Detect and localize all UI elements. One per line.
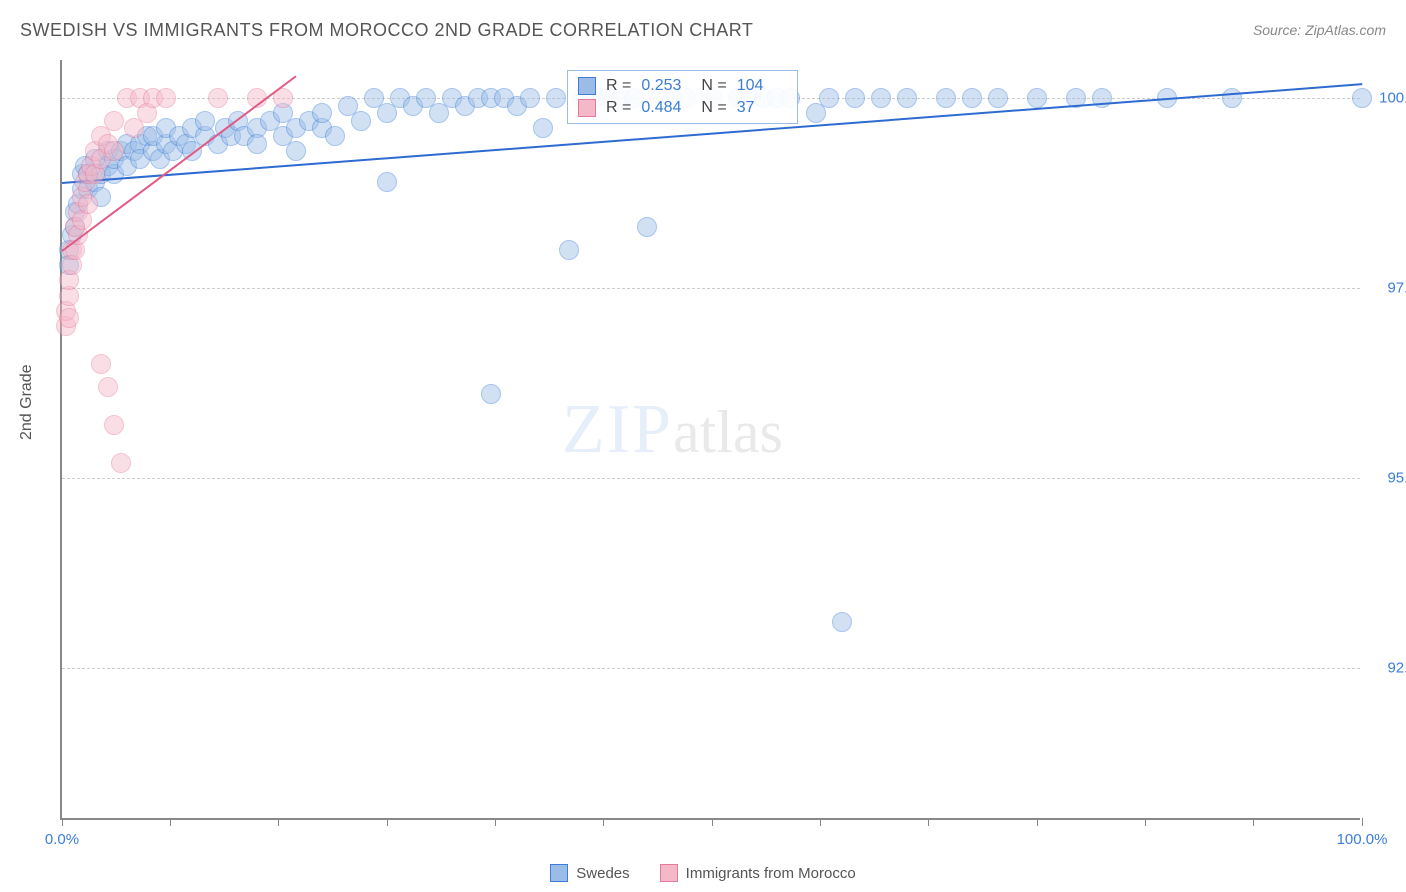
data-point bbox=[91, 354, 111, 374]
data-point bbox=[897, 88, 917, 108]
data-point bbox=[533, 118, 553, 138]
x-tick bbox=[495, 818, 496, 826]
x-tick bbox=[278, 818, 279, 826]
page-title: SWEDISH VS IMMIGRANTS FROM MOROCCO 2ND G… bbox=[20, 20, 753, 41]
y-tick-label: 100.0% bbox=[1370, 90, 1406, 107]
data-point bbox=[1222, 88, 1242, 108]
stats-box: R = 0.253 N = 104 R = 0.484 N = 37 bbox=[567, 70, 798, 124]
data-point bbox=[520, 88, 540, 108]
stats-row: R = 0.484 N = 37 bbox=[578, 99, 787, 117]
x-tick bbox=[603, 818, 604, 826]
data-point bbox=[1352, 88, 1372, 108]
series-swatch bbox=[578, 77, 596, 95]
x-tick bbox=[1362, 818, 1363, 826]
y-axis-label: 2nd Grade bbox=[18, 364, 36, 440]
data-point bbox=[871, 88, 891, 108]
data-point bbox=[104, 415, 124, 435]
data-point bbox=[59, 308, 79, 328]
data-point bbox=[637, 217, 657, 237]
data-point bbox=[78, 194, 98, 214]
legend-label: Immigrants from Morocco bbox=[686, 865, 856, 882]
y-tick-label: 95.0% bbox=[1370, 470, 1406, 487]
data-point bbox=[286, 141, 306, 161]
x-tick bbox=[1253, 818, 1254, 826]
stats-row: R = 0.253 N = 104 bbox=[578, 77, 787, 95]
y-tick-label: 97.5% bbox=[1370, 280, 1406, 297]
gridline bbox=[62, 478, 1360, 479]
data-point bbox=[481, 384, 501, 404]
stat-r-label: R = bbox=[606, 99, 631, 117]
x-tick bbox=[1145, 818, 1146, 826]
data-point bbox=[98, 377, 118, 397]
stat-n-value: 104 bbox=[737, 77, 787, 95]
data-point bbox=[377, 172, 397, 192]
stat-n-label: N = bbox=[701, 99, 726, 117]
legend-label: Swedes bbox=[576, 865, 629, 882]
data-point bbox=[936, 88, 956, 108]
legend-item: Immigrants from Morocco bbox=[660, 864, 856, 882]
stat-n-value: 37 bbox=[737, 99, 787, 117]
legend: Swedes Immigrants from Morocco bbox=[0, 864, 1406, 882]
stat-r-value: 0.484 bbox=[641, 99, 691, 117]
data-point bbox=[104, 111, 124, 131]
legend-swatch bbox=[660, 864, 678, 882]
series-swatch bbox=[578, 99, 596, 117]
stat-r-value: 0.253 bbox=[641, 77, 691, 95]
watermark-zip: ZIP bbox=[562, 391, 673, 468]
source-attribution: Source: ZipAtlas.com bbox=[1253, 22, 1386, 38]
stat-r-label: R = bbox=[606, 77, 631, 95]
data-point bbox=[1027, 88, 1047, 108]
x-tick bbox=[1037, 818, 1038, 826]
x-tick bbox=[820, 818, 821, 826]
data-point bbox=[247, 134, 267, 154]
data-point bbox=[559, 240, 579, 260]
stat-n-label: N = bbox=[701, 77, 726, 95]
data-point bbox=[832, 612, 852, 632]
x-tick bbox=[387, 818, 388, 826]
gridline bbox=[62, 668, 1360, 669]
data-point bbox=[325, 126, 345, 146]
data-point bbox=[208, 88, 228, 108]
data-point bbox=[845, 88, 865, 108]
data-point bbox=[546, 88, 566, 108]
gridline bbox=[62, 288, 1360, 289]
x-tick-label: 100.0% bbox=[1337, 831, 1388, 848]
x-tick bbox=[170, 818, 171, 826]
data-point bbox=[351, 111, 371, 131]
data-point bbox=[195, 111, 215, 131]
watermark: ZIPatlas bbox=[562, 390, 783, 470]
data-point bbox=[962, 88, 982, 108]
legend-swatch bbox=[550, 864, 568, 882]
x-tick-label: 0.0% bbox=[45, 831, 79, 848]
data-point bbox=[111, 453, 131, 473]
data-point bbox=[104, 141, 124, 161]
x-tick bbox=[712, 818, 713, 826]
watermark-atlas: atlas bbox=[673, 399, 783, 465]
data-point bbox=[819, 88, 839, 108]
scatter-plot: ZIPatlas 92.5%95.0%97.5%100.0%0.0%100.0%… bbox=[60, 60, 1360, 820]
data-point bbox=[312, 103, 332, 123]
x-tick bbox=[62, 818, 63, 826]
legend-item: Swedes bbox=[550, 864, 629, 882]
y-tick-label: 92.5% bbox=[1370, 660, 1406, 677]
data-point bbox=[156, 88, 176, 108]
data-point bbox=[988, 88, 1008, 108]
x-tick bbox=[928, 818, 929, 826]
